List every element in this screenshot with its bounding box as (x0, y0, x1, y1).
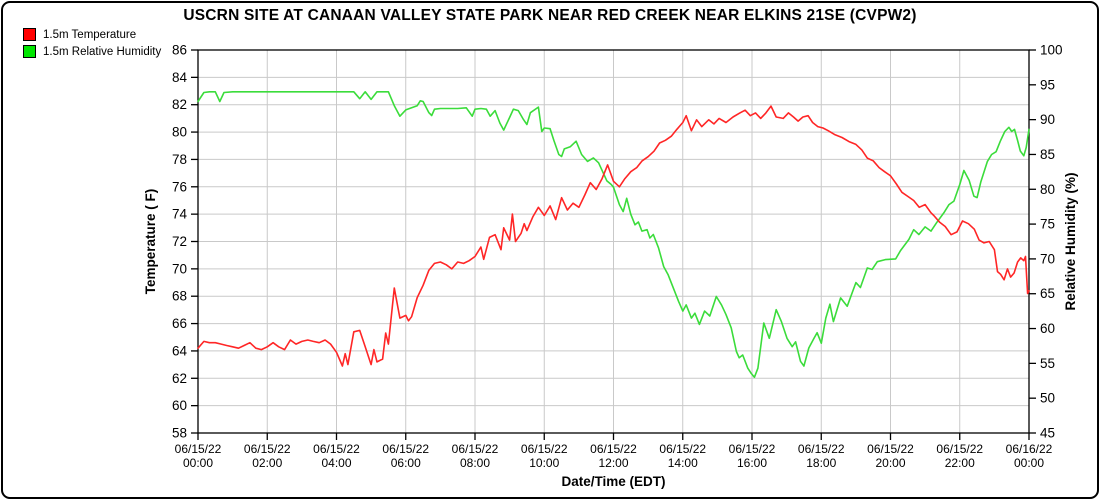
y-right-tick-label: 65 (1040, 286, 1055, 301)
y-left-tick-label: 72 (172, 234, 187, 249)
x-tick-date-label: 06/15/22 (452, 442, 499, 456)
y-left-tick-label: 60 (172, 398, 187, 413)
x-tick-date-label: 06/15/22 (659, 442, 706, 456)
x-tick-date-label: 06/15/22 (382, 442, 429, 456)
y-left-tick-label: 64 (172, 343, 188, 358)
y-left-tick-label: 62 (172, 371, 187, 386)
x-tick-time-label: 06:00 (391, 456, 421, 470)
x-tick-date-label: 06/15/22 (936, 442, 983, 456)
y-left-tick-label: 84 (172, 70, 188, 85)
x-tick-time-label: 18:00 (806, 456, 836, 470)
y-left-tick-label: 66 (172, 316, 187, 331)
x-tick-date-label: 06/15/22 (590, 442, 637, 456)
legend-item-temperature: 1.5m Temperature (23, 28, 161, 41)
y-right-tick-label: 90 (1040, 112, 1055, 127)
legend-item-humidity: 1.5m Relative Humidity (23, 45, 161, 58)
relative-humidity-line (197, 91, 1030, 379)
y-right-tick-label: 55 (1040, 356, 1055, 371)
x-tick-time-label: 14:00 (668, 456, 698, 470)
legend-label-humidity: 1.5m Relative Humidity (43, 45, 162, 58)
x-tick-time-label: 16:00 (737, 456, 767, 470)
y-left-tick-label: 74 (172, 207, 188, 222)
x-tick-time-label: 12:00 (598, 456, 628, 470)
y-right-tick-label: 45 (1040, 426, 1055, 441)
legend: 1.5m Temperature 1.5m Relative Humidity (23, 28, 161, 62)
x-tick-date-label: 06/15/22 (244, 442, 291, 456)
x-tick-time-label: 04:00 (321, 456, 351, 470)
y-left-tick-label: 76 (172, 179, 187, 194)
x-tick-date-label: 06/15/22 (798, 442, 845, 456)
x-tick-time-label: 10:00 (529, 456, 559, 470)
y-left-tick-label: 78 (172, 152, 187, 167)
x-tick-date-label: 06/15/22 (313, 442, 360, 456)
temperature-swatch-icon (23, 28, 36, 41)
y-right-tick-label: 60 (1040, 321, 1055, 336)
y-right-axis-title: Relative Humidity (%) (1063, 172, 1078, 310)
x-tick-time-label: 00:00 (183, 456, 213, 470)
y-left-tick-label: 58 (172, 426, 187, 441)
y-left-axis-title: Temperature ( F) (143, 189, 158, 295)
y-right-tick-label: 75 (1040, 217, 1055, 232)
y-right-tick-label: 100 (1040, 43, 1063, 58)
x-tick-date-label: 06/15/22 (867, 442, 914, 456)
y-left-tick-label: 80 (172, 125, 187, 140)
y-right-tick-label: 95 (1040, 77, 1055, 92)
x-tick-time-label: 00:00 (1014, 456, 1044, 470)
y-right-tick-label: 70 (1040, 251, 1055, 266)
temperature-line (197, 105, 1030, 367)
x-tick-date-label: 06/15/22 (729, 442, 776, 456)
x-tick-time-label: 02:00 (252, 456, 282, 470)
x-tick-date-label: 06/15/22 (175, 442, 222, 456)
legend-label-temperature: 1.5m Temperature (43, 28, 137, 41)
x-axis-title: Date/Time (EDT) (561, 474, 665, 489)
x-tick-date-label: 06/16/22 (1006, 442, 1053, 456)
x-tick-time-label: 22:00 (945, 456, 975, 470)
y-right-tick-label: 80 (1040, 182, 1055, 197)
x-tick-time-label: 08:00 (460, 456, 490, 470)
y-right-tick-label: 50 (1040, 391, 1055, 406)
page-title: USCRN SITE AT CANAAN VALLEY STATE PARK N… (183, 7, 917, 24)
y-left-tick-label: 86 (172, 43, 187, 58)
y-left-tick-label: 70 (172, 261, 187, 276)
humidity-swatch-icon (23, 45, 36, 58)
y-left-tick-label: 82 (172, 97, 187, 112)
plot-area: 58 60 62 64 66 68 70 72 74 76 78 80 82 84 86 45 50 55 60 65… (143, 43, 1078, 490)
x-tick-time-label: 20:00 (875, 456, 905, 470)
y-right-tick-label: 85 (1040, 147, 1055, 162)
x-tick-date-label: 06/15/22 (521, 442, 568, 456)
y-left-tick-label: 68 (172, 289, 187, 304)
